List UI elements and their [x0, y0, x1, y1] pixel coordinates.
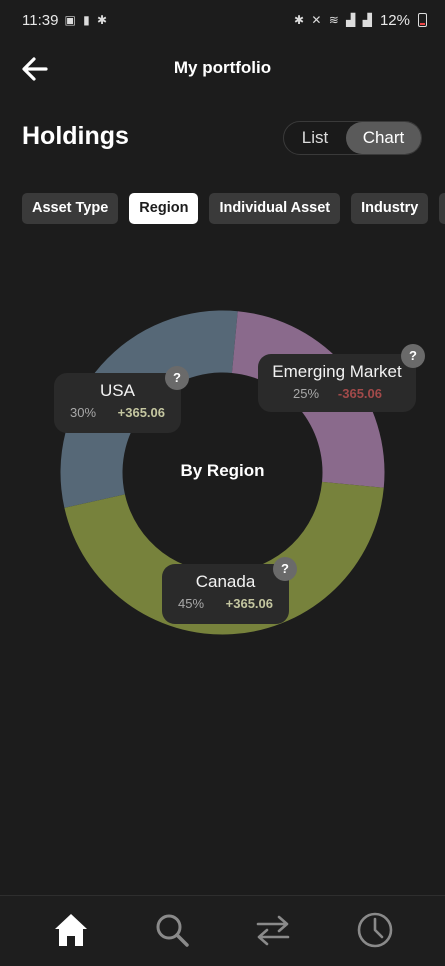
- transfer-icon: [256, 915, 290, 946]
- filter-industry[interactable]: Industry: [351, 193, 429, 224]
- tooltip-usa-name: USA: [100, 381, 135, 400]
- nav-search[interactable]: [152, 910, 192, 950]
- tooltip-canada-name: Canada: [195, 572, 256, 591]
- list-view-button[interactable]: List: [301, 128, 329, 147]
- nav-home[interactable]: [51, 910, 91, 950]
- canada-info-button[interactable]: ?: [273, 557, 297, 581]
- filter-asset-type[interactable]: Asset Type: [22, 193, 119, 224]
- holdings-heading: Holdings: [22, 122, 129, 150]
- filter-chips: Asset Type Region Individual Asset Indus…: [22, 193, 445, 224]
- filter-region[interactable]: Region: [129, 193, 199, 224]
- tooltip-usa[interactable]: USA 30% +365.06: [54, 373, 181, 433]
- tooltip-canada-change: +365.06: [225, 596, 273, 611]
- nav-transfer[interactable]: [253, 910, 293, 950]
- arrow-left-icon: [22, 57, 48, 81]
- top-bar: My portfolio: [0, 48, 445, 90]
- usa-info-button[interactable]: ?: [165, 366, 189, 390]
- filter-more[interactable]: [439, 193, 445, 224]
- battery-percent: 12%: [379, 11, 410, 29]
- back-button[interactable]: [20, 54, 50, 84]
- tooltip-usa-change: +365.06: [117, 405, 165, 420]
- donut-slice-usa[interactable]: [60, 310, 238, 508]
- nav-history[interactable]: [355, 910, 395, 950]
- tooltip-usa-percent: 30%: [70, 405, 97, 420]
- tooltip-canada[interactable]: Canada 45% +365.06: [162, 564, 289, 624]
- signal-icons: ✱ ✕ ≋ ▟ ▟: [294, 13, 374, 27]
- status-time: 11:39: [22, 11, 59, 29]
- tooltip-emerging-percent: 25%: [293, 386, 320, 401]
- tooltip-canada-percent: 45%: [178, 596, 205, 611]
- battery-icon: [418, 13, 427, 27]
- status-bar: 11:39 ▣ ▮ ✱ ✱ ✕ ≋ ▟ ▟ 12%: [0, 0, 445, 40]
- search-icon: [156, 914, 189, 947]
- history-icon: [357, 912, 393, 948]
- chart-center-label: By Region: [180, 461, 265, 480]
- filter-individual-asset[interactable]: Individual Asset: [209, 193, 341, 224]
- emerging-market-info-button[interactable]: ?: [401, 344, 425, 368]
- tooltip-emerging-change: -365.06: [337, 386, 382, 401]
- notification-icons: ▣ ▮ ✱: [64, 13, 110, 27]
- view-toggle: List Chart: [283, 121, 422, 155]
- page-title: My portfolio: [173, 58, 272, 77]
- tooltip-emerging-name: Emerging Market: [272, 362, 402, 381]
- home-icon: [55, 914, 87, 946]
- donut-slice-canada[interactable]: [64, 481, 384, 635]
- bottom-nav: [0, 895, 445, 966]
- tooltip-emerging-market[interactable]: Emerging Market 25% -365.06: [258, 354, 416, 412]
- chart-view-button[interactable]: Chart: [346, 122, 421, 154]
